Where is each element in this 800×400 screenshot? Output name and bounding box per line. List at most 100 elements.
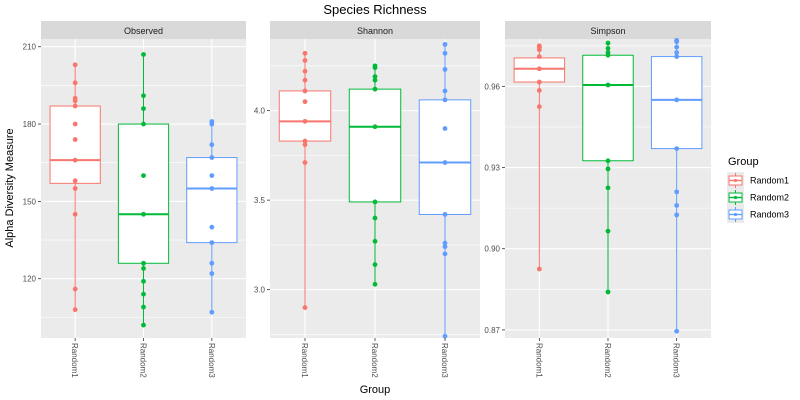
data-point	[605, 82, 611, 88]
y-tick-label: 0.96	[484, 82, 500, 91]
data-point	[72, 137, 78, 142]
data-point	[442, 126, 448, 131]
data-point	[442, 160, 448, 165]
y-tick-label: 120	[23, 275, 37, 284]
data-point	[605, 50, 611, 55]
data-point	[302, 118, 308, 124]
legend-label: Random3	[750, 210, 789, 220]
data-point	[141, 121, 146, 127]
data-point	[536, 54, 542, 59]
data-point	[302, 138, 308, 144]
facet-strip	[41, 21, 246, 39]
legend-label: Random1	[750, 176, 789, 186]
data-point	[72, 121, 78, 127]
data-point	[209, 260, 215, 266]
data-point	[141, 106, 146, 111]
legend-key-point	[733, 178, 738, 183]
data-point	[141, 260, 146, 266]
data-point	[141, 304, 146, 310]
y-tick-label: 4.0	[254, 107, 266, 116]
data-point	[141, 266, 146, 271]
y-tick-label: 210	[23, 43, 37, 52]
data-point	[605, 158, 611, 164]
data-point	[141, 93, 146, 99]
data-point	[372, 281, 378, 287]
box-iqr	[650, 56, 703, 150]
box-random3	[650, 37, 703, 334]
data-point	[209, 271, 215, 276]
data-point	[674, 44, 680, 50]
box-random1	[513, 43, 566, 272]
data-point	[302, 142, 308, 148]
box-random2	[348, 63, 402, 287]
data-point	[536, 104, 542, 110]
data-point	[442, 212, 448, 217]
data-point	[372, 124, 378, 130]
panel-observed: Observed 120 150 180 210 Random1 Random2 Random…	[23, 21, 246, 378]
data-point	[442, 240, 448, 246]
facet-strip-label: Simpson	[590, 26, 625, 36]
data-point	[72, 62, 78, 68]
data-point	[442, 41, 448, 47]
x-tick-label: Random2	[603, 343, 612, 378]
y-tick-label: 0.87	[484, 326, 500, 335]
box-iqr	[117, 123, 170, 264]
legend-entry-random1: Random1	[727, 172, 789, 189]
box-iqr	[582, 54, 634, 162]
data-point	[536, 88, 542, 93]
y-tick-label: 3.0	[254, 286, 266, 295]
data-point	[674, 203, 680, 208]
data-point	[302, 77, 308, 83]
data-point	[209, 173, 215, 179]
data-point	[442, 333, 448, 339]
data-point	[605, 40, 611, 46]
legend: Group Random1 Random2 Random3	[727, 156, 789, 223]
data-point	[372, 74, 378, 79]
y-tick-label: 0.93	[484, 164, 500, 173]
data-point	[302, 99, 308, 105]
legend-entry-random2: Random2	[727, 189, 789, 206]
data-point	[141, 211, 146, 217]
data-point	[674, 328, 680, 334]
data-point	[302, 88, 308, 94]
x-tick-label: Random3	[672, 343, 681, 378]
data-point	[536, 79, 542, 85]
legend-entry-random3: Random3	[727, 206, 789, 223]
box-iqr	[49, 105, 101, 184]
box-random1	[278, 50, 332, 310]
box-iqr	[278, 90, 332, 142]
box-iqr	[418, 99, 472, 215]
data-point	[536, 43, 542, 49]
facet-strip	[270, 21, 480, 39]
y-tick-label: 3.5	[254, 196, 266, 205]
data-point	[605, 46, 611, 51]
x-tick-label: Random3	[207, 343, 216, 378]
box-iqr	[186, 157, 238, 244]
data-point	[372, 63, 378, 69]
box-random3	[418, 41, 472, 339]
box-iqr	[348, 88, 402, 203]
data-point	[442, 50, 448, 56]
data-point	[302, 305, 308, 310]
data-point	[302, 50, 308, 56]
data-point	[372, 86, 378, 92]
data-point	[536, 266, 542, 272]
x-axis-label: Group	[360, 384, 391, 396]
y-tick-label: 0.90	[484, 245, 500, 254]
facet-strip-label: Shannon	[357, 26, 393, 36]
legend-label: Random2	[750, 193, 789, 203]
data-point	[209, 142, 215, 148]
data-point	[372, 238, 378, 244]
data-point	[372, 199, 378, 205]
data-point	[605, 228, 611, 234]
data-point	[674, 212, 680, 218]
data-point	[72, 286, 78, 292]
data-point	[209, 240, 215, 246]
data-point	[674, 54, 680, 59]
data-point	[536, 66, 542, 72]
facet-strip	[505, 21, 711, 39]
data-point	[605, 185, 611, 191]
data-point	[72, 178, 78, 184]
box-random2	[582, 40, 634, 295]
data-point	[72, 80, 78, 86]
